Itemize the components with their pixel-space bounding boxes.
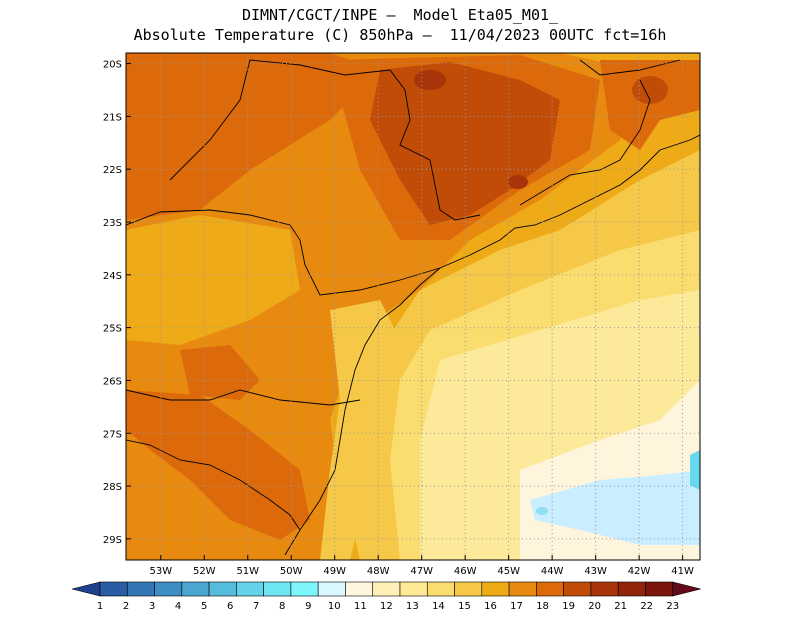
- colorbar-label: 1: [97, 601, 103, 612]
- state-border-ms: [169, 59, 251, 181]
- colorbar-label: 9: [305, 601, 311, 612]
- lon-label: 43W: [584, 566, 607, 577]
- state-border-pr: [126, 209, 441, 296]
- lon-label: 50W: [280, 566, 303, 577]
- lat-label: 28S: [103, 482, 122, 493]
- colorbar-swatch: [645, 581, 674, 597]
- lon-label: 47W: [410, 566, 433, 577]
- colorbar-swatch: [154, 581, 183, 597]
- coastline-north: [439, 134, 700, 269]
- title-line-1: DIMNT/CGCT/INPE — Model Eta05_M01_: [241, 6, 559, 24]
- colorbar-swatch: [563, 581, 592, 597]
- lon-label: 53W: [149, 566, 172, 577]
- colorbar-label: 16: [484, 601, 497, 612]
- colorbar-label: 5: [201, 601, 207, 612]
- colorbar-arrow-right: [672, 581, 701, 597]
- boundaries: [126, 59, 700, 556]
- lat-label: 23S: [103, 218, 122, 229]
- field-18-west-spot: [180, 345, 260, 400]
- colorbar-label: 14: [432, 601, 445, 612]
- colorbar-label: 15: [458, 601, 471, 612]
- lon-label: 45W: [497, 566, 520, 577]
- lon-label: 48W: [367, 566, 390, 577]
- colorbar-swatch: [399, 581, 428, 597]
- colorbar-swatch: [508, 581, 537, 597]
- lat-label: 26S: [103, 376, 122, 387]
- colorbar-label: 6: [227, 601, 233, 612]
- colorbar-swatch: [481, 581, 510, 597]
- lon-label: 46W: [454, 566, 477, 577]
- lat-label: 24S: [103, 271, 122, 282]
- field-16-west: [126, 215, 300, 345]
- colorbar-swatch: [617, 581, 646, 597]
- lon-label: 41W: [671, 566, 694, 577]
- grid-lines: [126, 53, 700, 560]
- colorbar-swatch: [236, 581, 264, 597]
- lat-label: 22S: [103, 165, 122, 176]
- colorbar-label: 11: [354, 601, 367, 612]
- lon-label: 42W: [628, 566, 651, 577]
- colorbar-label: 4: [175, 601, 181, 612]
- colorbar: 1 2 3 4 5 6 7 8 9 10 11 12 13 14 15 16 17 18 19 20 21 22 23: [71, 581, 701, 612]
- lon-label: 52W: [193, 566, 216, 577]
- colorbar-label: 22: [640, 601, 653, 612]
- coastline-south: [284, 267, 441, 556]
- colorbar-swatch: [99, 581, 128, 597]
- colorbar-swatch: [345, 581, 374, 597]
- lon-label: 44W: [541, 566, 564, 577]
- field-18-east: [600, 60, 700, 150]
- lon-label: 51W: [236, 566, 259, 577]
- colorbar-swatch: [181, 581, 210, 597]
- colorbar-label: 3: [149, 601, 155, 612]
- colorbar-label: 8: [279, 601, 285, 612]
- lat-label: 20S: [103, 60, 122, 71]
- lat-label: 21S: [103, 112, 122, 123]
- colorbar-swatch: [208, 581, 237, 597]
- temperature-field: [126, 53, 700, 560]
- colorbar-swatch: [372, 581, 401, 597]
- field-9-ocean: [690, 450, 700, 490]
- longitude-labels: 53W 52W 51W 50W 49W 48W 47W 46W 45W 44W 43W 42W 41W: [149, 555, 694, 577]
- colorbar-label: 7: [253, 601, 259, 612]
- colorbar-swatch: [536, 581, 564, 597]
- colorbar-label: 20: [588, 601, 601, 612]
- field-20-spot-a: [414, 70, 446, 90]
- colorbar-swatch: [317, 581, 346, 597]
- colorbar-arrow-left: [71, 581, 101, 597]
- field-9-spot: [536, 507, 548, 515]
- colorbar-label: 12: [380, 601, 393, 612]
- state-border-rj-es: [519, 79, 651, 206]
- colorbar-swatch: [263, 581, 292, 597]
- state-border-sc: [126, 389, 361, 406]
- colorbar-label: 21: [614, 601, 627, 612]
- country-border-sw: [126, 439, 301, 531]
- colorbar-label: 10: [328, 601, 341, 612]
- title-line-2: Absolute Temperature (C) 850hPa — 11/04/…: [133, 26, 667, 44]
- colorbar-label: 19: [562, 601, 575, 612]
- state-border-ba: [579, 59, 681, 76]
- field-18-northwest: [126, 53, 380, 220]
- latitude-labels: 20S 21S 22S 23S 24S 25S 26S 27S 28S 29S: [103, 60, 131, 546]
- colorbar-swatch: [454, 581, 483, 597]
- colorbar-label: 17: [510, 601, 523, 612]
- lon-label: 49W: [323, 566, 346, 577]
- colorbar-swatch: [126, 581, 155, 597]
- lat-label: 29S: [103, 535, 122, 546]
- field-18-southwest: [126, 390, 310, 540]
- colorbar-swatch: [426, 581, 455, 597]
- colorbar-label: 13: [406, 601, 419, 612]
- colorbar-label: 18: [536, 601, 549, 612]
- lat-label: 27S: [103, 429, 122, 440]
- colorbar-swatch: [590, 581, 619, 597]
- field-15-coastal: [320, 300, 400, 560]
- colorbar-label: 2: [123, 601, 129, 612]
- lat-label: 25S: [103, 324, 122, 335]
- plot-frame: [125, 52, 701, 561]
- colorbar-swatch: [290, 581, 319, 597]
- field-20-spot-b: [508, 175, 528, 189]
- colorbar-label: 23: [666, 601, 679, 612]
- state-border-sp-mg: [249, 59, 481, 221]
- field-10-ocean: [530, 470, 700, 545]
